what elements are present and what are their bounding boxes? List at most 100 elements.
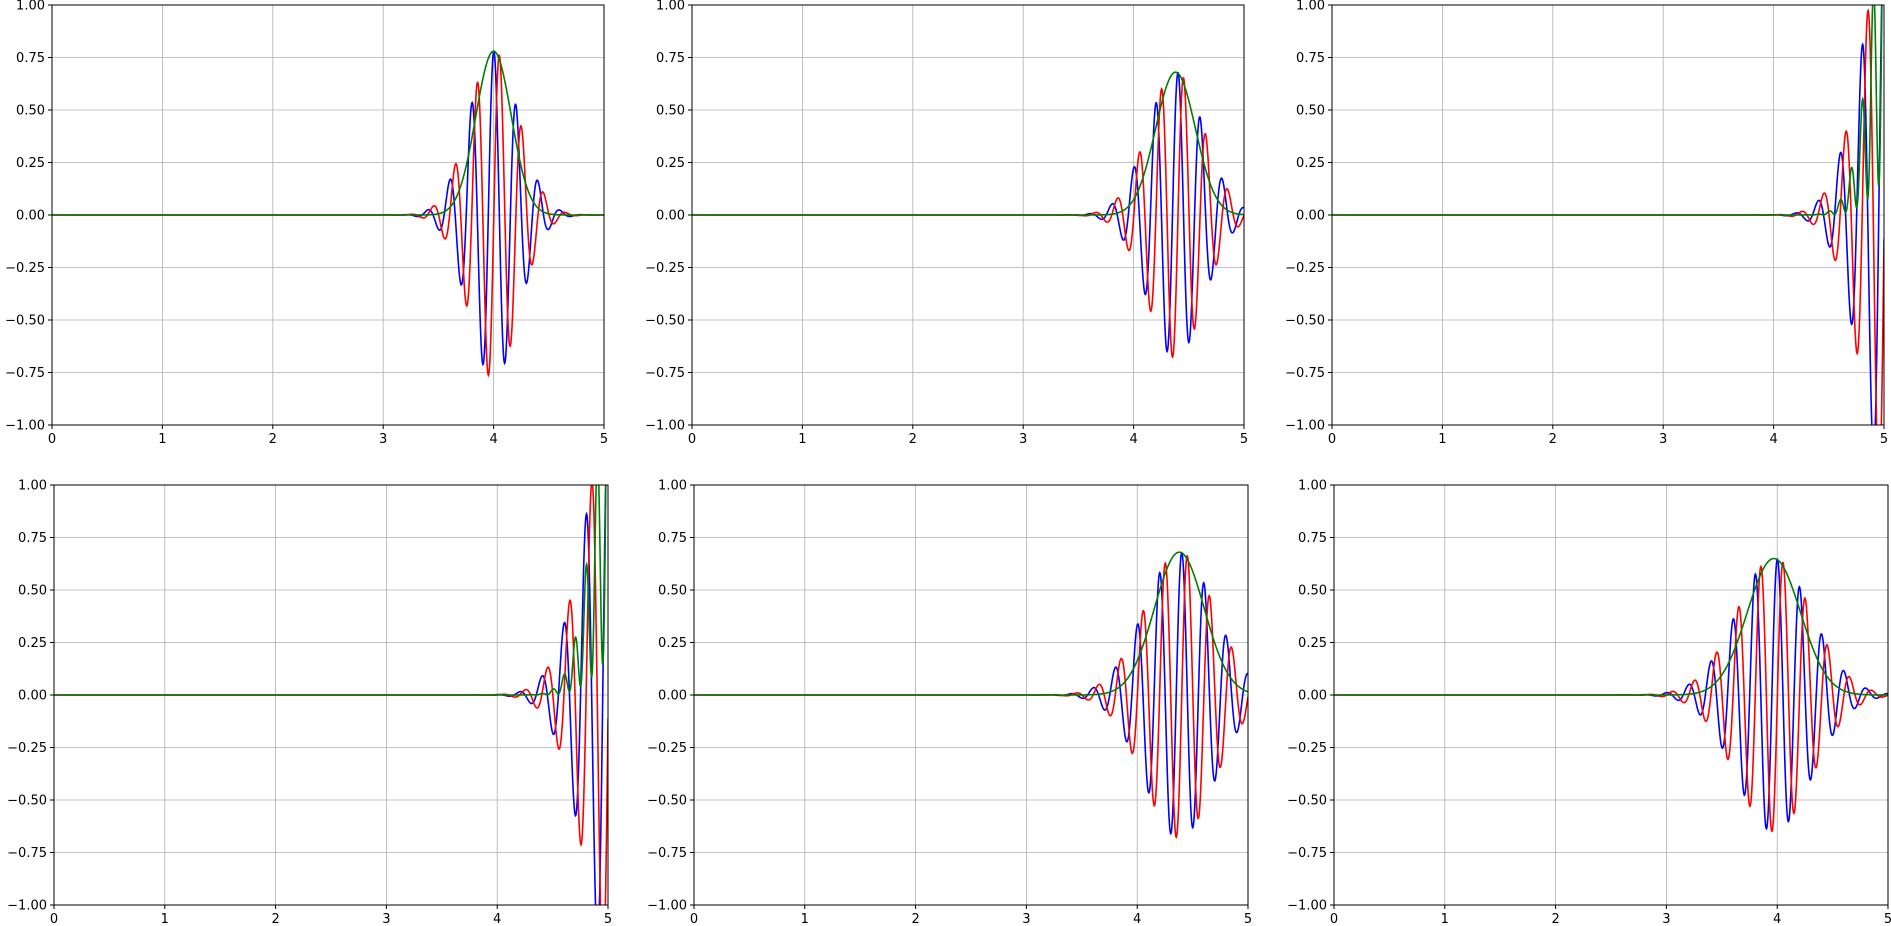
y-tick-label: 1.00	[1296, 0, 1325, 14]
x-tick-label: 5	[1884, 912, 1891, 926]
y-tick-label: 0.75	[658, 531, 687, 546]
x-tick-label: 2	[909, 432, 917, 447]
chart-panel-6: 0 1 2 3 4 5 −1.00 −0.75 −0.50 −0.25 0.00 0.25 0.50 0.…	[1287, 479, 1891, 926]
x-tick-label: 4	[1769, 432, 1777, 447]
x-tick-label: 3	[1659, 432, 1667, 447]
y-tick-label: −0.25	[645, 261, 685, 276]
y-tick-label: −0.50	[647, 794, 687, 809]
y-tick-label: 0.50	[1296, 104, 1325, 119]
y-tick-label: −1.00	[5, 419, 45, 434]
chart-panel-2: 0 1 2 3 4 5 −1.00 −0.75 −0.50 −0.25 0.00 0.25 0.50 0.…	[645, 0, 1248, 447]
series-line-envelope	[692, 71, 1244, 216]
y-tick-label: 0.00	[1298, 689, 1327, 704]
y-tick-label: 0.25	[656, 156, 685, 171]
y-tick-label: −0.75	[1287, 846, 1327, 861]
x-tick-label: 1	[798, 432, 806, 447]
x-tick-label: 0	[690, 912, 698, 926]
series-line-envelope	[1332, 5, 1883, 216]
y-tick-label: 0.50	[18, 584, 47, 599]
chart-panel-1: 0 1 2 3 4 5 −1.00 −0.75 −0.50 −0.25 0.00 0.25 0.50 0.…	[5, 0, 608, 447]
y-tick-label: 0.50	[1298, 584, 1327, 599]
chart-panel-4: 0 1 2 3 4 5 −1.00 −0.75 −0.50 −0.25 0.00 0.25 0.50 0.…	[7, 479, 612, 926]
y-tick-label: −0.25	[1287, 741, 1327, 756]
x-tick-label: 0	[50, 912, 58, 926]
y-tick-label: 1.00	[1298, 479, 1327, 494]
y-tick-label: −0.25	[7, 741, 47, 756]
axes-frame	[53, 484, 609, 906]
y-tick-label: −1.00	[645, 419, 685, 434]
y-tick-label: 0.75	[1296, 51, 1325, 66]
x-tick-label: 4	[1773, 912, 1781, 926]
x-tick-label: 3	[1022, 912, 1030, 926]
series-line-envelope	[694, 551, 1248, 696]
y-tick-label: 1.00	[658, 479, 687, 494]
x-tick-label: 3	[379, 432, 387, 447]
x-tick-label: 3	[382, 912, 390, 926]
y-tick-label: −0.75	[647, 846, 687, 861]
y-tick-label: 0.00	[16, 209, 45, 224]
y-tick-label: −0.25	[5, 261, 45, 276]
x-tick-label: 4	[493, 912, 501, 926]
y-tick-label: 0.75	[18, 531, 47, 546]
series-line-real	[52, 50, 604, 367]
x-tick-label: 2	[271, 912, 279, 926]
x-tick-label: 1	[158, 432, 166, 447]
y-tick-label: −0.50	[1287, 794, 1327, 809]
series-line-real	[692, 71, 1244, 354]
y-tick-label: 1.00	[656, 0, 685, 14]
x-tick-label: 0	[1328, 432, 1336, 447]
y-tick-label: 0.00	[656, 209, 685, 224]
x-tick-label: 5	[604, 912, 612, 926]
series-line-real	[1332, 5, 1883, 425]
series-line-imag	[54, 485, 608, 905]
axes-frame	[693, 484, 1249, 906]
x-tick-label: 2	[911, 912, 919, 926]
chart-panel-3: 0 1 2 3 4 5 −1.00 −0.75 −0.50 −0.25 0.00 0.25 0.50 0.…	[1285, 0, 1888, 447]
y-tick-label: 0.75	[16, 51, 45, 66]
y-tick-label: −0.75	[645, 366, 685, 381]
x-tick-label: 0	[48, 432, 56, 447]
y-tick-label: 0.50	[16, 104, 45, 119]
y-tick-label: −0.50	[1285, 314, 1325, 329]
series-line-envelope	[54, 485, 607, 696]
x-tick-label: 5	[1244, 912, 1252, 926]
y-tick-label: −0.25	[1285, 261, 1325, 276]
y-tick-label: 1.00	[16, 0, 45, 14]
axes-frame	[691, 4, 1245, 426]
y-tick-label: −0.75	[7, 846, 47, 861]
x-tick-label: 1	[161, 912, 169, 926]
axes-frame	[1331, 4, 1885, 426]
y-tick-label: 0.75	[1298, 531, 1327, 546]
y-tick-label: 0.25	[658, 636, 687, 651]
y-tick-label: −1.00	[647, 899, 687, 914]
y-tick-label: 0.25	[1296, 156, 1325, 171]
x-tick-label: 4	[489, 432, 497, 447]
x-tick-label: 4	[1129, 432, 1137, 447]
x-tick-label: 0	[688, 432, 696, 447]
y-tick-label: 0.75	[656, 51, 685, 66]
series-line-imag	[1332, 8, 1884, 425]
y-tick-label: −0.50	[645, 314, 685, 329]
y-tick-label: −0.50	[5, 314, 45, 329]
series-line-real	[54, 485, 607, 905]
series-line-envelope	[1334, 557, 1888, 696]
x-tick-label: 1	[1441, 912, 1449, 926]
y-tick-label: −0.25	[647, 741, 687, 756]
y-tick-label: 0.50	[656, 104, 685, 119]
x-tick-label: 0	[1330, 912, 1338, 926]
x-tick-label: 2	[1551, 912, 1559, 926]
y-tick-label: 0.00	[18, 689, 47, 704]
y-tick-label: 0.00	[1296, 209, 1325, 224]
y-tick-label: −1.00	[7, 899, 47, 914]
x-tick-label: 1	[801, 912, 809, 926]
y-tick-label: 0.25	[18, 636, 47, 651]
x-tick-label: 3	[1019, 432, 1027, 447]
y-tick-label: 0.50	[658, 584, 687, 599]
axes-frame	[51, 4, 605, 426]
y-tick-label: 0.00	[658, 689, 687, 704]
x-tick-label: 4	[1133, 912, 1141, 926]
y-tick-label: −0.75	[5, 366, 45, 381]
x-tick-label: 2	[1549, 432, 1557, 447]
y-tick-label: −1.00	[1287, 899, 1327, 914]
